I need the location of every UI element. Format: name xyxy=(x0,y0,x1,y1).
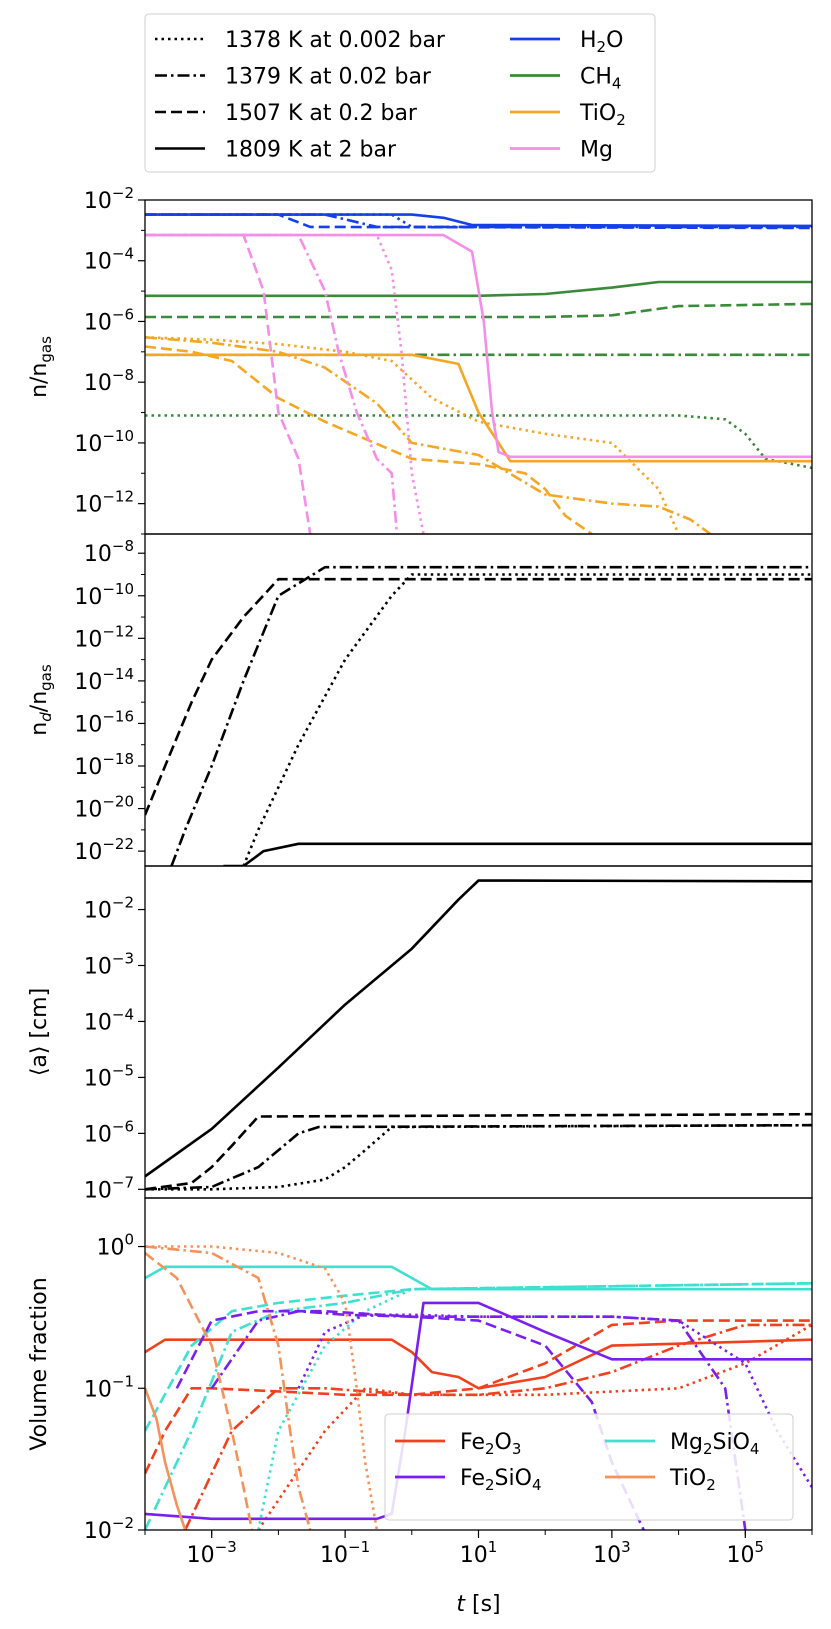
series-line xyxy=(184,1323,812,1530)
series-line xyxy=(242,573,812,866)
y-axis-label: n/ngas xyxy=(27,336,55,398)
legend-species-label: TiO2 xyxy=(579,101,626,129)
series-line xyxy=(145,336,712,534)
y-tick-label: 10−6 xyxy=(84,305,134,335)
series-line xyxy=(145,1112,812,1191)
legend-species-label: H2O xyxy=(580,28,623,56)
y-tick-label: 10−4 xyxy=(84,1005,134,1035)
y-tick-label: 10−7 xyxy=(84,1173,134,1203)
series-line xyxy=(145,353,812,463)
x-tick-label: 101 xyxy=(460,1538,498,1568)
y-tick-label: 10−1 xyxy=(84,1372,134,1402)
panel-2: 10−8 10−10 10−12 10−14 10−16 10−18 10−20 10−22 n… xyxy=(27,533,813,867)
series-line xyxy=(145,233,399,534)
x-tick-label: 10−1 xyxy=(320,1538,370,1568)
legend-label: TiO2 xyxy=(669,1466,716,1494)
y-tick-label: 100 xyxy=(96,1231,134,1261)
legend-species-volume: Fe2O3 Mg2SiO4 Fe2SiO4 TiO2 xyxy=(384,1413,794,1521)
series-line xyxy=(145,1251,254,1530)
y-tick-label: 10−8 xyxy=(84,366,134,396)
y-axis-label: Volume fraction xyxy=(27,1277,52,1450)
legend-linestyle-label: 1378 K at 0.002 bar xyxy=(225,28,446,53)
y-tick-label: 10−22 xyxy=(74,835,134,865)
panel-1: 10−2 10−4 10−6 10−8 10−10 10−12 n/ngas xyxy=(27,184,813,535)
legend-top-frame xyxy=(144,13,656,173)
y-tick-label: 10−5 xyxy=(84,1061,134,1091)
series-line xyxy=(145,1123,812,1191)
series-line xyxy=(145,345,593,534)
series-line xyxy=(257,1323,812,1530)
series-line xyxy=(145,302,812,319)
series-line xyxy=(223,842,812,866)
legend-frame xyxy=(384,1413,794,1521)
panel-3: 10−2 10−3 10−4 10−5 10−6 10−7 ⟨a⟩ [cm] xyxy=(27,865,813,1203)
panel-frame xyxy=(144,865,813,1199)
legend-top: 1378 K at 0.002 bar 1379 K at 0.02 bar 150… xyxy=(144,13,656,173)
x-tick-label: 105 xyxy=(727,1538,765,1568)
series-line xyxy=(145,1338,812,1390)
series-line xyxy=(145,1319,812,1475)
series-line xyxy=(145,1245,312,1530)
y-tick-label: 10−8 xyxy=(84,537,134,567)
legend-species-label: CH4 xyxy=(580,65,621,93)
series-line xyxy=(145,879,812,1178)
series-line xyxy=(145,1245,379,1530)
y-tick-label: 10−6 xyxy=(84,1117,134,1147)
y-tick-label: 10−16 xyxy=(74,707,134,737)
y-axis-label: nd/ngas xyxy=(27,664,55,736)
series-line xyxy=(145,577,812,816)
x-axis-label: t [s] xyxy=(456,1592,500,1617)
series-line xyxy=(145,1282,812,1432)
y-tick-label: 10−14 xyxy=(74,665,134,695)
legend-linestyle-label: 1379 K at 0.02 bar xyxy=(225,65,432,90)
legend-species-label: Mg xyxy=(580,138,613,163)
y-tick-label: 10−18 xyxy=(74,750,134,780)
series-line xyxy=(145,1123,812,1191)
y-tick-label: 10−20 xyxy=(74,793,134,823)
y-tick-label: 10−2 xyxy=(84,1514,134,1544)
panels: 10−2 10−4 10−6 10−8 10−10 10−12 n/ngas 10−8 10−1… xyxy=(27,184,813,1544)
y-tick-label: 10−3 xyxy=(84,950,134,980)
panel-frame xyxy=(144,199,813,535)
series-line xyxy=(145,280,812,298)
panel-frame xyxy=(144,533,813,867)
series-line xyxy=(145,233,312,534)
series-line xyxy=(145,213,812,228)
x-tick-label: 10−3 xyxy=(187,1538,237,1568)
series-line xyxy=(145,336,680,534)
legend-linestyle-label: 1507 K at 0.2 bar xyxy=(225,101,418,126)
legend-label: Fe2SiO4 xyxy=(460,1466,542,1494)
series-line xyxy=(145,1387,187,1530)
y-tick-label: 10−10 xyxy=(74,580,134,610)
series-line xyxy=(145,233,425,534)
y-tick-label: 10−4 xyxy=(84,245,134,275)
y-tick-label: 10−12 xyxy=(74,488,134,518)
series-line xyxy=(210,1309,747,1530)
series-line xyxy=(170,565,812,866)
y-tick-label: 10−2 xyxy=(84,184,134,214)
y-tick-label: 10−2 xyxy=(84,894,134,924)
legend-linestyle-label: 1809 K at 2 bar xyxy=(225,138,397,163)
y-axis-label: ⟨a⟩ [cm] xyxy=(27,988,52,1076)
series-line xyxy=(145,1301,812,1521)
legend-label: Mg2SiO4 xyxy=(670,1430,759,1458)
x-tick-label: 103 xyxy=(593,1538,631,1568)
y-tick-label: 10−12 xyxy=(74,622,134,652)
x-axis: 10−3 10−1 101 103 105 t [s] xyxy=(144,1530,813,1617)
y-tick-label: 10−10 xyxy=(74,427,134,457)
series-line xyxy=(145,1265,812,1291)
legend-label: Fe2O3 xyxy=(460,1430,521,1458)
series-line xyxy=(145,233,812,459)
